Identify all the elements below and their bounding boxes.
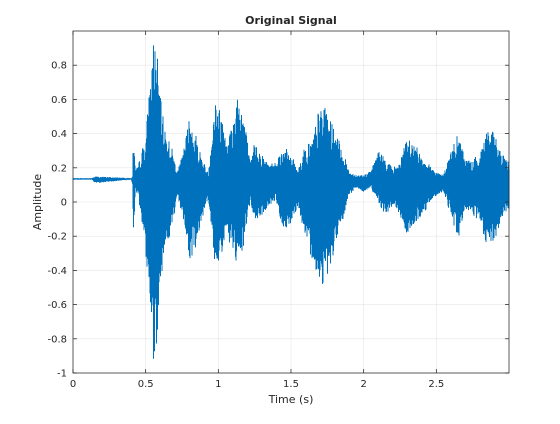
y-tick-label: -1 xyxy=(57,369,67,380)
y-tick-label: 0.4 xyxy=(51,129,67,140)
x-axis-label: Time (s) xyxy=(268,393,314,406)
tick-labels: 0 0.5 1 1.5 2 2.5 -1 -0.8 -0.6 -0.4 -0.2 0 0.2 0.4 0.6… xyxy=(47,61,444,390)
y-axis-label: Amplitude xyxy=(31,174,44,231)
x-tick-label: 1 xyxy=(215,379,221,390)
y-tick-label: 0.6 xyxy=(51,95,67,106)
x-tick-label: 0 xyxy=(70,379,76,390)
y-tick-label: 0.2 xyxy=(51,163,67,174)
grid xyxy=(72,31,509,374)
y-tick-label: -0.6 xyxy=(47,300,67,311)
ticks xyxy=(72,31,509,374)
y-tick-label: 0 xyxy=(61,198,67,209)
chart-title: Original Signal xyxy=(245,14,337,27)
x-tick-label: 2.5 xyxy=(428,379,444,390)
y-tick-label: -0.4 xyxy=(47,266,67,277)
y-tick-label: 0.8 xyxy=(51,61,67,72)
x-tick-label: 1.5 xyxy=(283,379,299,390)
x-tick-label: 2 xyxy=(360,379,366,390)
y-tick-label: -0.8 xyxy=(47,334,67,345)
x-tick-label: 0.5 xyxy=(138,379,154,390)
y-tick-label: -0.2 xyxy=(47,232,67,243)
